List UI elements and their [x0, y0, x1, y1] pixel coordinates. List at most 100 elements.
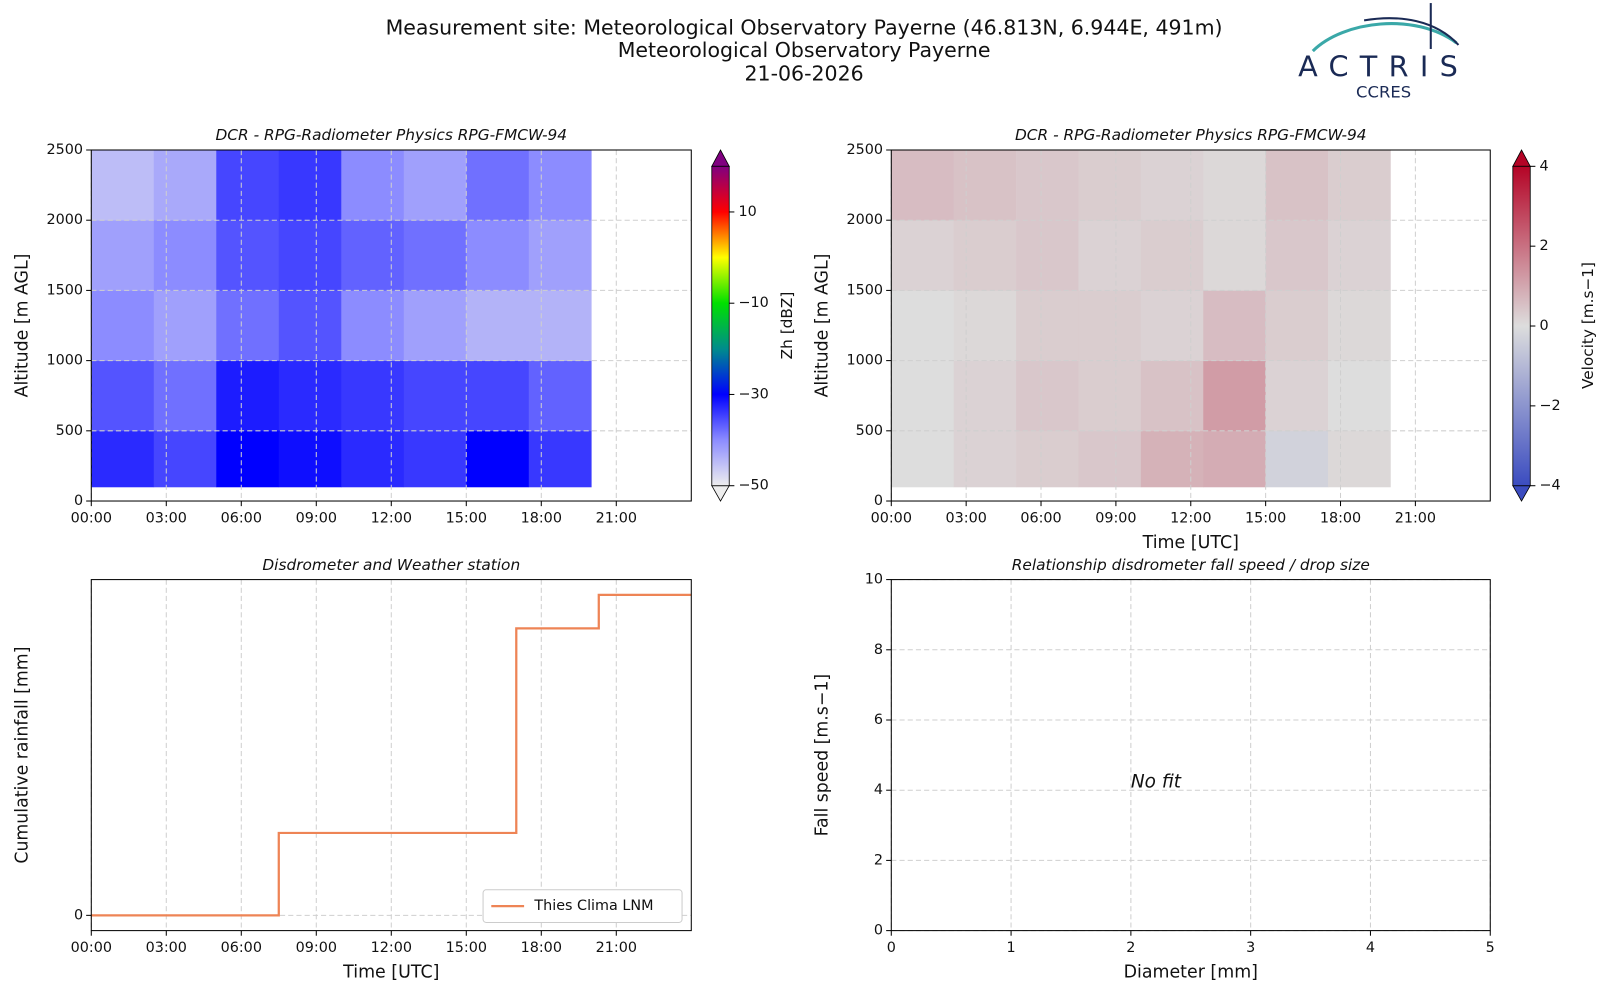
heatmap-cell [891, 430, 954, 488]
y-tick-label: 6 [874, 712, 883, 728]
heatmap-cell [1078, 430, 1142, 488]
heatmap-cell [1016, 360, 1079, 432]
y-tick-label: 2 [874, 852, 883, 868]
x-tick-label: 5 [1486, 940, 1495, 956]
x-tick-label: 0 [887, 940, 896, 956]
x-axis-label: Diameter [mm] [1124, 962, 1258, 982]
heatmap-cell [153, 290, 217, 361]
y-tick-label: 1500 [47, 282, 84, 298]
y-tick-label: 500 [56, 423, 83, 439]
logo: ACTRIS CCRES [1298, 3, 1460, 101]
heatmap-cell [1140, 220, 1204, 291]
x-tick-label: 00:00 [71, 940, 112, 956]
plot-frame [890, 149, 1491, 502]
y-tick-label: 2500 [847, 142, 884, 158]
heatmap-cell [528, 220, 592, 291]
colorbar-tick-label: −10 [738, 295, 768, 311]
heatmap-cell [1078, 150, 1142, 221]
chart-title: DCR - RPG-Radiometer Physics RPG-FMCW-94 [1015, 126, 1367, 144]
x-tick-label: 09:00 [1095, 510, 1136, 526]
line-series [91, 593, 692, 917]
heatmap-cell [1203, 150, 1266, 221]
y-tick-label: 10 [865, 572, 883, 588]
heatmap-cell [1203, 430, 1266, 488]
heatmap-cell [1328, 150, 1391, 221]
heatmap-cell [1140, 360, 1204, 432]
heatmap-cell [1140, 290, 1204, 361]
heatmap-cell [528, 150, 592, 221]
heatmap-cell [466, 430, 530, 488]
colorbar-extend-bottom [711, 485, 730, 502]
heatmap-cell [341, 360, 405, 432]
header-line: 21-06-2026 [745, 62, 864, 86]
heatmap-cell [278, 290, 342, 361]
y-tick-label: 0 [874, 493, 883, 509]
colorbar-tick-label: 10 [738, 204, 756, 220]
plot-frame [90, 579, 692, 932]
heatmap-cell [216, 220, 280, 291]
y-tick-label: 2000 [47, 212, 84, 228]
colorbar-tick-label: −2 [1539, 398, 1560, 414]
heatmap-cell [341, 220, 405, 291]
colorbar-extend-top [1512, 149, 1531, 167]
heatmap-cell [403, 220, 467, 291]
heatmap-cell [1203, 360, 1266, 432]
colorbar-extend-top [711, 149, 730, 167]
y-tick-label: 1000 [847, 353, 884, 369]
chart-panel: 0 1 2 3 4 5 0 2 4 6 8 10 No fit Relationship disdrome… [813, 556, 1495, 983]
colorbar-tick-label: 0 [1539, 318, 1548, 334]
x-tick-label: 06:00 [221, 510, 262, 526]
y-tick-label: 4 [874, 782, 883, 798]
colorbar-tick-label: 4 [1539, 158, 1548, 174]
colorbar-tick-label: −30 [738, 386, 768, 402]
heatmap-cell [91, 150, 155, 221]
heatmap-cell [216, 430, 280, 488]
heatmap-cell [1328, 360, 1391, 432]
heatmap-cell [153, 220, 217, 291]
heatmap-cell [278, 150, 342, 221]
heatmap-cell [216, 290, 280, 361]
x-tick-label: 18:00 [521, 510, 562, 526]
plot-frame [90, 149, 692, 502]
plot-frame [890, 579, 1491, 932]
heatmap-cell [216, 150, 280, 221]
x-tick-label: 18:00 [1320, 510, 1361, 526]
header-line: Measurement site: Meteorological Observa… [386, 16, 1223, 40]
heatmap-cell [278, 430, 342, 488]
heatmap-cell [1265, 290, 1329, 361]
heatmap-cell [466, 290, 530, 361]
y-tick-label: 0 [874, 923, 883, 939]
x-tick-label: 12:00 [371, 510, 412, 526]
x-tick-label: 1 [1007, 940, 1016, 956]
colorbar [1512, 165, 1531, 487]
heatmap-cell [466, 220, 530, 291]
x-tick-label: 3 [1246, 940, 1255, 956]
heatmap-cell [91, 430, 155, 488]
y-tick-label: 0 [74, 493, 83, 509]
x-tick-label: 03:00 [146, 510, 187, 526]
heatmap-cell [1140, 150, 1204, 221]
heatmap-cell [891, 220, 954, 291]
colorbar-label: Velocity [m.s−1] [1579, 262, 1597, 389]
x-axis-label: Time [UTC] [342, 962, 439, 982]
heatmap-cell [1328, 220, 1391, 291]
heatmap-cell [891, 360, 954, 432]
heatmap-cell [1203, 220, 1266, 291]
heatmap-cell [1016, 150, 1079, 221]
heatmap-cell [466, 150, 530, 221]
heatmap-cell [1328, 430, 1391, 488]
y-axis-label: Altitude [m AGL] [13, 254, 33, 398]
heatmap-cell [403, 360, 467, 432]
heatmap-cell [403, 430, 467, 488]
heatmap-cell [953, 150, 1017, 221]
x-tick-label: 00:00 [71, 510, 112, 526]
heatmap-cell [528, 360, 592, 432]
header: Measurement site: Meteorological Observa… [386, 16, 1223, 86]
heatmap-cell [528, 430, 592, 488]
x-tick-label: 15:00 [446, 510, 487, 526]
heatmap-cell [341, 290, 405, 361]
x-tick-label: 06:00 [221, 940, 262, 956]
logo-arc [1363, 17, 1460, 46]
y-tick-label: 2500 [47, 142, 84, 158]
